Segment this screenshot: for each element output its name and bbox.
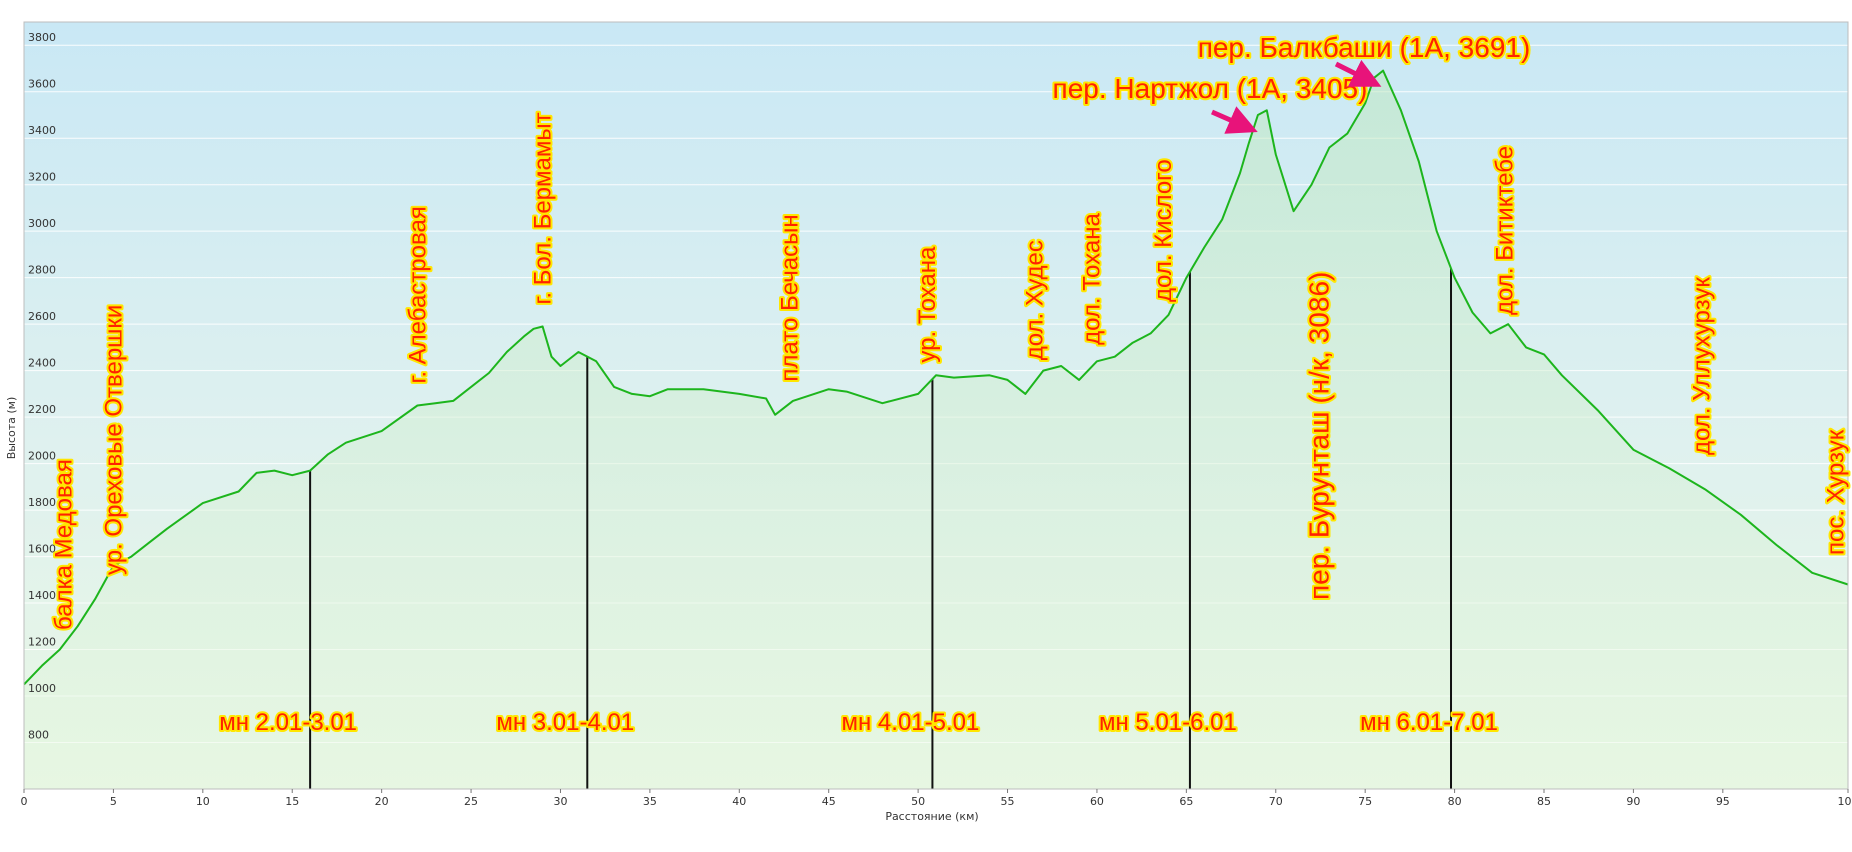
x-tick-label: 102 xyxy=(1838,795,1852,808)
x-tick-label: 85 xyxy=(1537,795,1551,808)
day-labels: мн 2.01-3.01 мн 3.01-4.01 мн 4.01-5.01 мн 5… xyxy=(217,707,1500,738)
x-tick-label: 40 xyxy=(732,795,746,808)
place-annotation: дол. Худес xyxy=(1021,240,1048,360)
day-label: мн 2.01-3.01 xyxy=(219,709,357,736)
y-tick-label: 3000 xyxy=(28,217,56,230)
day-label: мн 6.01-7.01 xyxy=(1360,709,1498,736)
x-tick-label: 5 xyxy=(110,795,117,808)
place-annotations: балка Медовая ур. Ореховые Отвершки г. Але… xyxy=(48,110,1851,632)
y-tick-label: 1200 xyxy=(28,636,56,649)
x-tick-label: 60 xyxy=(1090,795,1104,808)
y-tick-label: 2400 xyxy=(28,357,56,370)
place-annotation: ур. Тохана xyxy=(914,246,941,363)
x-tick-label: 30 xyxy=(553,795,567,808)
place-annotation: пос. Хурзук xyxy=(1823,429,1850,555)
y-tick-label: 3600 xyxy=(28,78,56,91)
day-dividers xyxy=(309,268,1453,789)
x-tick-label: 80 xyxy=(1448,795,1462,808)
x-tick-label: 20 xyxy=(375,795,389,808)
y-tick-label: 1000 xyxy=(28,682,56,695)
y-tick-label: 3200 xyxy=(28,171,56,184)
arrow-balkbashi xyxy=(1334,59,1382,87)
x-tick-label: 70 xyxy=(1269,795,1283,808)
y-tick-label: 3800 xyxy=(28,31,56,44)
day-label: мн 3.01-4.01 xyxy=(496,709,634,736)
x-tick-label: 75 xyxy=(1358,795,1372,808)
plot-frame xyxy=(23,21,1849,790)
place-annotation: пер. Бурунташ (н/к, 3086) xyxy=(1304,272,1335,600)
x-tick-label: 50 xyxy=(911,795,925,808)
y-tick-label: 2600 xyxy=(28,310,56,323)
y-tick-label: 1800 xyxy=(28,496,56,509)
place-annotation: г. Алебастровая xyxy=(404,206,431,383)
pass-labels: пер. Нартжол (1А, 3405) пер. Балкбаши (1… xyxy=(1051,30,1532,134)
y-axis-ticks: 800 1000 1200 1400 1600 1800 2000 2200 2400 2600 2… xyxy=(28,31,56,741)
y-tick-label: 3400 xyxy=(28,124,56,137)
y-tick-label: 2200 xyxy=(28,403,56,416)
arrow-nartzhol xyxy=(1210,106,1258,134)
place-annotation: ур. Ореховые Отвершки xyxy=(100,305,127,575)
x-tick-label: 65 xyxy=(1179,795,1193,808)
place-annotation: балка Медовая xyxy=(50,459,77,630)
place-annotation: дол. Кислого xyxy=(1150,159,1177,302)
y-tick-label: 1600 xyxy=(28,543,56,556)
x-tick-label: 35 xyxy=(643,795,657,808)
x-axis-ticks: 0 5 10 15 20 25 30 35 40 45 50 55 60 65 70 75 80 85 90 95 10… xyxy=(21,789,1852,808)
place-annotation: г. Бол. Бермамыт xyxy=(530,112,557,304)
y-tick-label: 800 xyxy=(28,729,49,742)
y-axis-title: Высота (м) xyxy=(5,397,18,460)
day-label: мн 5.01-6.01 xyxy=(1099,709,1237,736)
x-tick-label: 90 xyxy=(1626,795,1640,808)
place-annotation: дол. Уллухурзук xyxy=(1688,277,1715,455)
x-tick-label: 95 xyxy=(1716,795,1730,808)
place-annotation: плато Бечасын xyxy=(776,214,803,381)
pass-label-nartzhol: пер. Нартжол (1А, 3405) xyxy=(1053,73,1368,104)
elevation-area xyxy=(24,70,1848,790)
elevation-line xyxy=(23,69,1849,686)
place-annotation: дол. Битиктебе xyxy=(1492,146,1519,315)
x-tick-label: 25 xyxy=(464,795,478,808)
x-tick-label: 0 xyxy=(21,795,28,808)
place-annotation: дол. Тохана xyxy=(1079,213,1106,345)
x-tick-label: 55 xyxy=(1001,795,1015,808)
x-axis-title: Расстояние (км) xyxy=(885,810,978,823)
x-tick-label: 45 xyxy=(822,795,836,808)
day-label: мн 4.01-5.01 xyxy=(842,709,980,736)
x-tick-label: 15 xyxy=(285,795,299,808)
x-tick-label: 10 xyxy=(196,795,210,808)
y-tick-label: 2000 xyxy=(28,450,56,463)
pass-label-balkbashi: пер. Балкбаши (1А, 3691) xyxy=(1198,32,1531,63)
y-tick-label: 2800 xyxy=(28,264,56,277)
y-tick-label: 1400 xyxy=(28,589,56,602)
